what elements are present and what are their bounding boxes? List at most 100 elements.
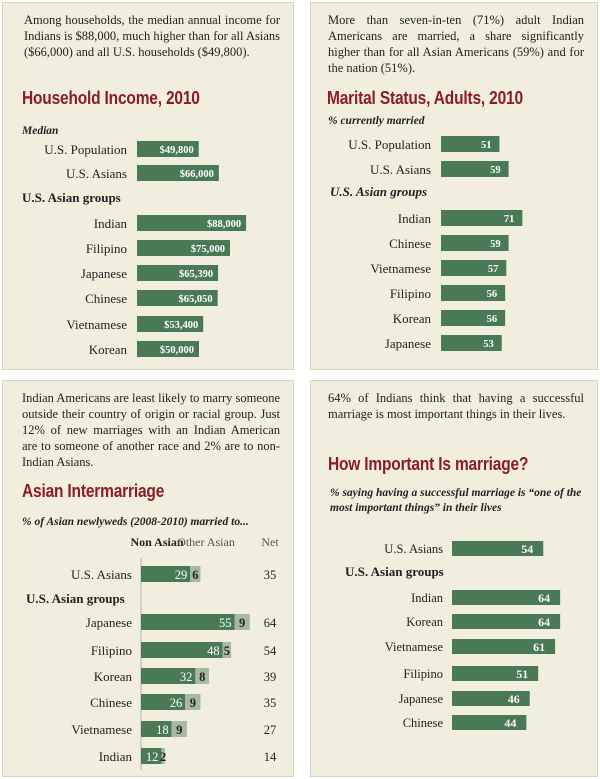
- importance-bar-japanese: [452, 691, 530, 706]
- intermarriage-value-nonasian-u-s-asians: 29: [175, 568, 188, 582]
- income-category-chinese: Chinese: [85, 291, 127, 306]
- column-header-other-asian: Other Asian: [177, 535, 235, 549]
- marital-value-indian: 71: [504, 214, 515, 225]
- importance-title: How Important Is marriage?: [328, 454, 529, 474]
- intermarriage-bar-otherasian-japanese: [234, 614, 250, 630]
- marital-bar-chinese: [441, 235, 509, 251]
- marital-value-u-s-population: 51: [481, 140, 492, 151]
- income-category-u-s-asians: U.S. Asians: [66, 166, 127, 181]
- income-value-korean: $50,000: [160, 345, 194, 356]
- marital-value-vietnamese: 57: [488, 264, 499, 275]
- intermarriage-category-u-s-asians: U.S. Asians: [71, 567, 132, 582]
- intermarriage-net-japanese: 64: [264, 616, 277, 630]
- importance-value-indian: 64: [538, 591, 550, 605]
- income-value-indian: $88,000: [207, 219, 241, 230]
- importance-bar-korean: [452, 614, 561, 629]
- income-category-vietnamese: Vietnamese: [66, 317, 127, 332]
- income-intro: Among households, the median annual inco…: [24, 13, 280, 59]
- importance-category-u-s-asians: U.S. Asians: [384, 542, 443, 556]
- intermarriage-value-otherasian-indian: 2: [160, 750, 166, 764]
- income-bar-indian: [137, 215, 247, 231]
- importance-category-vietnamese: Vietnamese: [385, 640, 444, 654]
- column-header-net: Net: [261, 535, 279, 549]
- income-group-label: U.S. Asian groups: [22, 190, 121, 205]
- intermarriage-value-nonasian-chinese: 26: [170, 696, 183, 710]
- income-value-u-s-asians: $66,000: [180, 169, 214, 180]
- income-value-vietnamese: $53,400: [164, 320, 198, 331]
- income-subtitle: Median: [22, 125, 59, 137]
- intermarriage-bar-nonasian-korean: [141, 668, 196, 684]
- marital-value-japanese: 53: [483, 339, 494, 350]
- importance-bar-u-s-asians: [452, 541, 544, 556]
- income-value-filipino: $75,000: [191, 244, 225, 255]
- income-value-japanese: $65,390: [179, 269, 213, 280]
- marital-value-u-s-asians: 59: [490, 165, 501, 176]
- importance-subtitle: % saying having a successful marriage is…: [330, 487, 582, 514]
- intermarriage-bar-otherasian-chinese: [185, 694, 201, 710]
- marital-panel: [310, 2, 598, 370]
- marital-category-u-s-asians: U.S. Asians: [370, 162, 431, 177]
- income-category-filipino: Filipino: [86, 241, 127, 256]
- marital-bar-korean: [441, 310, 506, 326]
- importance-category-indian: Indian: [411, 591, 444, 605]
- importance-bar-indian: [452, 590, 561, 605]
- importance-value-filipino: 51: [516, 667, 528, 681]
- intermarriage-bar-nonasian-filipino: [141, 642, 223, 658]
- marital-value-korean: 56: [487, 314, 498, 325]
- income-category-indian: Indian: [94, 216, 128, 231]
- intermarriage-value-otherasian-vietnamese: 9: [176, 723, 182, 737]
- income-panel: [2, 2, 294, 370]
- marital-bar-indian: [441, 210, 523, 226]
- marital-value-filipino: 56: [487, 289, 498, 300]
- intermarriage-net-u-s-asians: 35: [264, 568, 277, 582]
- marital-subtitle: % currently married: [328, 115, 425, 127]
- intermarriage-value-otherasian-filipino: 5: [224, 644, 230, 658]
- marital-value-chinese: 59: [490, 239, 501, 250]
- intermarriage-net-indian: 14: [264, 750, 277, 764]
- importance-bar-chinese: [452, 715, 527, 730]
- intermarriage-net-korean: 39: [264, 670, 277, 684]
- importance-intro: 64% of Indians think that having a succe…: [328, 391, 584, 421]
- intermarriage-net-vietnamese: 27: [264, 723, 277, 737]
- intermarriage-bar-otherasian-filipino: [222, 642, 232, 658]
- intermarriage-bar-nonasian-chinese: [141, 694, 186, 710]
- income-category-korean: Korean: [89, 342, 128, 357]
- marital-category-filipino: Filipino: [390, 286, 431, 301]
- income-title: Household Income, 2010: [22, 88, 200, 108]
- intermarriage-value-nonasian-japanese: 55: [219, 616, 232, 630]
- intermarriage-value-nonasian-filipino: 48: [207, 644, 220, 658]
- column-header-non-asian: Non Asian: [130, 535, 183, 549]
- marital-bar-u-s-asians: [441, 161, 509, 177]
- intermarriage-category-japanese: Japanese: [86, 615, 132, 630]
- intermarriage-category-korean: Korean: [94, 669, 133, 684]
- importance-category-chinese: Chinese: [403, 716, 444, 730]
- income-bar-vietnamese: [137, 316, 204, 332]
- income-bar-japanese: [137, 265, 219, 281]
- intermarriage-value-otherasian-u-s-asians: 6: [192, 568, 198, 582]
- income-bar-u-s-asians: [137, 165, 219, 181]
- marital-bar-u-s-population: [441, 136, 500, 152]
- importance-value-u-s-asians: 54: [521, 542, 533, 556]
- intermarriage-value-otherasian-korean: 8: [199, 670, 205, 684]
- marital-intro: More than seven-in-ten (71%) adult India…: [328, 13, 584, 75]
- marital-bar-japanese: [441, 335, 502, 351]
- intermarriage-bar-nonasian-japanese: [141, 614, 235, 630]
- marital-category-japanese: Japanese: [385, 336, 431, 351]
- income-bar-korean: [137, 341, 199, 357]
- intermarriage-title: Asian Intermarriage: [22, 481, 165, 501]
- importance-category-filipino: Filipino: [403, 667, 443, 681]
- intermarriage-net-chinese: 35: [264, 696, 277, 710]
- intermarriage-category-chinese: Chinese: [90, 695, 132, 710]
- importance-bar-filipino: [452, 666, 539, 681]
- intermarriage-net-filipino: 54: [264, 644, 277, 658]
- importance-panel: [310, 380, 598, 777]
- marital-category-chinese: Chinese: [389, 236, 431, 251]
- intermarriage-category-vietnamese: Vietnamese: [71, 722, 132, 737]
- intermarriage-value-nonasian-vietnamese: 18: [156, 723, 169, 737]
- intermarriage-intro: Indian Americans are least likely to mar…: [22, 391, 280, 469]
- marital-category-vietnamese: Vietnamese: [370, 261, 431, 276]
- importance-category-japanese: Japanese: [399, 692, 444, 706]
- income-bar-u-s-population: [137, 141, 199, 157]
